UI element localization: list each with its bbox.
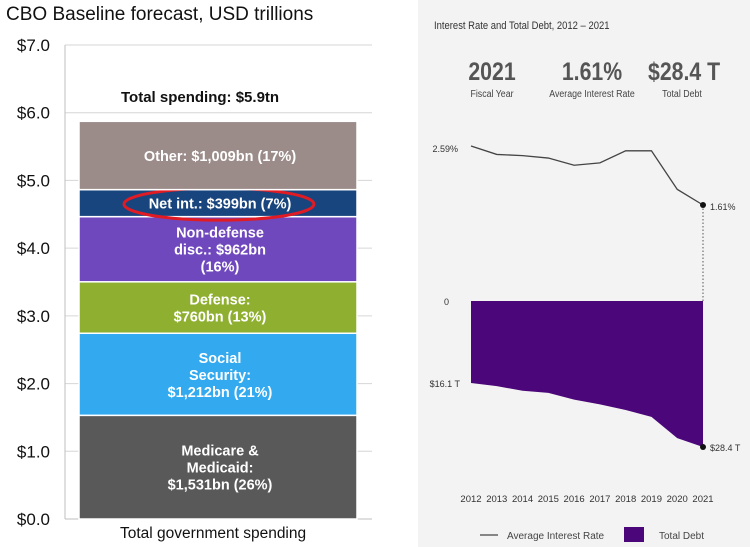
segment-label: Defense: bbox=[189, 293, 250, 309]
debt-end-dot bbox=[700, 444, 706, 450]
kpi-total-debt-value: $28.4 T bbox=[648, 58, 721, 86]
kpi-total-debt-label: Total Debt bbox=[662, 89, 702, 100]
y-tick-label: $7.0 bbox=[17, 36, 50, 55]
interest-debt-canvas: 2.59% 1.61% 0 $16.1 T $28.4 T 2012 2013 2014 201… bbox=[430, 144, 741, 542]
x-year-label: 2016 bbox=[564, 494, 585, 505]
segment-label: disc.: $962bn bbox=[174, 243, 266, 259]
interest-debt-panel: 2.59% 1.61% 0 $16.1 T $28.4 T 2012 2013 2014 201… bbox=[418, 0, 750, 547]
x-year-label: 2013 bbox=[486, 494, 507, 505]
bar-segment-other bbox=[78, 120, 358, 191]
bar-segment-defense bbox=[78, 281, 358, 335]
rate-start-label: 2.59% bbox=[432, 144, 458, 154]
segment-label: Other: $1,009bn (17%) bbox=[144, 149, 296, 165]
kpi-total-debt: $28.4 T Total Debt bbox=[642, 58, 722, 100]
bar-segment-non-defense-disc bbox=[78, 215, 358, 283]
x-year-label: 2017 bbox=[589, 494, 610, 505]
total-debt-area bbox=[471, 301, 703, 447]
bar-segment-net-int bbox=[78, 188, 358, 218]
interest-rate-line bbox=[470, 145, 704, 206]
segment-label: $760bn (13%) bbox=[174, 310, 267, 326]
cbo-chart-title: CBO Baseline forecast, USD trillions bbox=[6, 4, 314, 25]
y-tick-label: $6.0 bbox=[17, 104, 50, 123]
legend-rate-label: Average Interest Rate bbox=[507, 531, 605, 542]
x-year-label: 2020 bbox=[667, 494, 688, 505]
x-year-label: 2014 bbox=[512, 494, 533, 505]
x-year-label: 2019 bbox=[641, 494, 662, 505]
debt-start-label: $16.1 T bbox=[430, 379, 461, 389]
kpi-fiscal-year-value: 2021 bbox=[468, 58, 516, 86]
x-year-label: 2012 bbox=[460, 494, 481, 505]
segment-label: Security: bbox=[189, 368, 251, 384]
rate-end-label: 1.61% bbox=[710, 202, 736, 212]
kpi-interest-rate-value: 1.61% bbox=[561, 58, 623, 86]
segment-label: Medicare & bbox=[181, 444, 259, 460]
x-year-label: 2018 bbox=[615, 494, 636, 505]
kpi-interest-rate-label: Average Interest Rate bbox=[549, 89, 635, 100]
y-tick-label: $3.0 bbox=[17, 307, 50, 326]
legend-debt-swatch bbox=[624, 527, 644, 542]
segment-label: $1,212bn (21%) bbox=[168, 385, 273, 401]
cbo-x-axis-label: Total government spending bbox=[120, 525, 307, 542]
rate-end-dot bbox=[700, 202, 706, 208]
y-tick-label: $0.0 bbox=[17, 510, 50, 529]
segment-label: Non-defense bbox=[176, 226, 264, 242]
cbo-chart-canvas: $0.0 $1.0 $2.0 $3.0 $4.0 $5.0 $6.0 $7.0 Medicare… bbox=[17, 36, 372, 529]
total-spending-label: Total spending: $5.9tn bbox=[121, 89, 280, 106]
segment-label: Social bbox=[199, 351, 242, 367]
segment-label: (16%) bbox=[201, 260, 240, 276]
cbo-stacked-bar-chart: $0.0 $1.0 $2.0 $3.0 $4.0 $5.0 $6.0 $7.0 Medicare… bbox=[6, 4, 372, 542]
bar-segment-social-security bbox=[78, 332, 358, 417]
kpi-interest-rate: 1.61% Average Interest Rate bbox=[542, 58, 642, 100]
segment-label: Medicaid: bbox=[187, 461, 254, 477]
y-tick-label: $4.0 bbox=[17, 239, 50, 258]
x-year-label: 2021 bbox=[692, 494, 713, 505]
y-tick-label: $2.0 bbox=[17, 375, 50, 394]
x-year-label: 2015 bbox=[538, 494, 559, 505]
debt-zero-label: 0 bbox=[444, 297, 449, 307]
segment-label: $1,531bn (26%) bbox=[168, 478, 273, 494]
segment-label: Net int.: $399bn (7%) bbox=[149, 197, 292, 213]
kpi-fiscal-year-label: Fiscal Year bbox=[470, 89, 514, 100]
interest-debt-title: Interest Rate and Total Debt, 2012 – 202… bbox=[434, 20, 610, 32]
kpi-fiscal-year: 2021 Fiscal Year bbox=[446, 58, 538, 100]
y-tick-label: $5.0 bbox=[17, 171, 50, 190]
debt-end-label: $28.4 T bbox=[710, 443, 741, 453]
y-tick-label: $1.0 bbox=[17, 442, 50, 461]
legend-debt-label: Total Debt bbox=[659, 531, 704, 542]
